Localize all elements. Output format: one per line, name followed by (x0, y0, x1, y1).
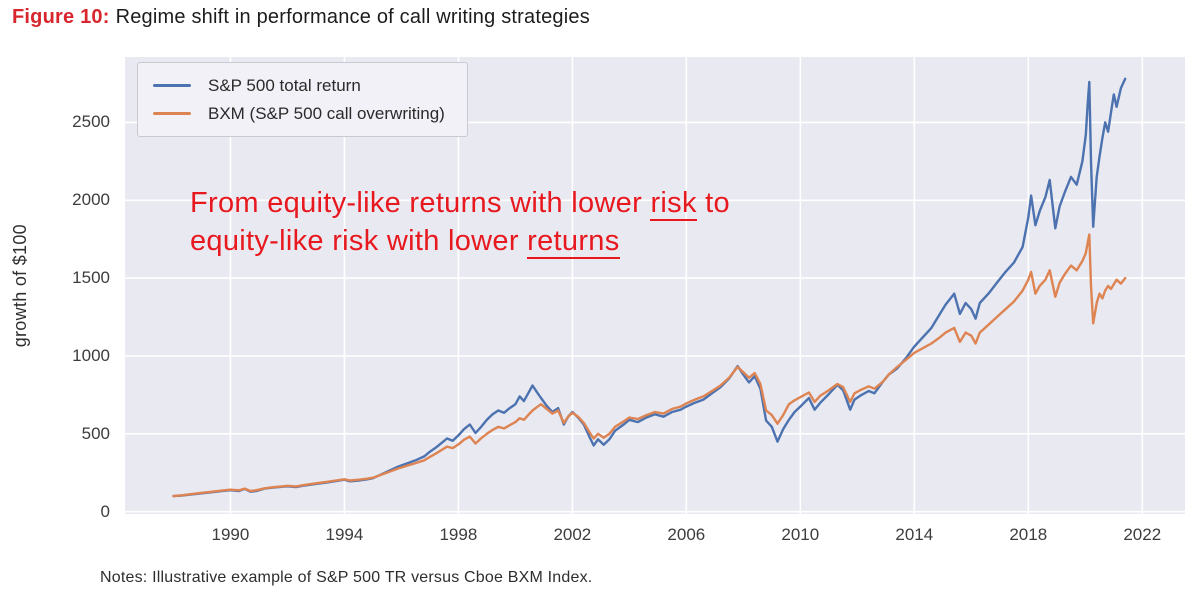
y-tick-label: 2000 (72, 190, 110, 210)
annotation-underline-returns: returns (527, 225, 620, 259)
x-tick-label: 1990 (211, 525, 250, 544)
annotation-text-segment: to (696, 187, 730, 219)
x-tick-label: 2018 (1009, 525, 1048, 544)
legend-label: BXM (S&P 500 call overwriting) (208, 103, 445, 123)
x-tick-label: 2014 (895, 525, 934, 544)
figure-title: Figure 10: Regime shift in performance of… (12, 6, 590, 29)
annotation-line-2: equity-like risk with lower returns (190, 222, 730, 260)
x-tick-label: 2010 (781, 525, 820, 544)
annotation-underline-risk: risk (650, 187, 697, 221)
legend-item-bxm: BXM (S&P 500 call overwriting) (153, 101, 445, 126)
x-tick-label: 1998 (439, 525, 478, 544)
y-tick-label: 500 (81, 423, 110, 443)
legend-label: S&P 500 total return (208, 75, 361, 95)
legend-item-sp500-tr: S&P 500 total return (153, 73, 445, 98)
legend-line-swatch (153, 84, 191, 87)
y-tick-label: 0 (100, 501, 110, 521)
y-tick-label: 1000 (72, 345, 110, 365)
x-tick-label: 2022 (1123, 525, 1162, 544)
line-chart: growth of $100 S&P 500 total return BXM (… (0, 45, 1200, 561)
series-line-bxm (172, 233, 1127, 498)
annotation-text-segment: From equity-like returns with lower (190, 187, 651, 219)
y-tick-label: 1500 (72, 268, 110, 288)
figure-title-text: Regime shift in performance of call writ… (115, 6, 590, 28)
x-tick-label: 1994 (325, 525, 364, 544)
annotation-text-segment: equity-like risk with lower (190, 225, 528, 257)
x-tick-label: 2006 (667, 525, 706, 544)
y-tick-label: 2500 (72, 112, 110, 132)
annotation-line-1: From equity-like returns with lower risk… (190, 184, 730, 222)
figure-label: Figure 10: (12, 6, 110, 28)
x-tick-label: 2002 (553, 525, 592, 544)
legend: S&P 500 total return BXM (S&P 500 call ov… (137, 62, 468, 137)
legend-line-swatch (153, 112, 191, 115)
figure-notes: Notes: Illustrative example of S&P 500 T… (100, 569, 593, 586)
annotation: From equity-like returns with lower risk… (190, 184, 730, 260)
